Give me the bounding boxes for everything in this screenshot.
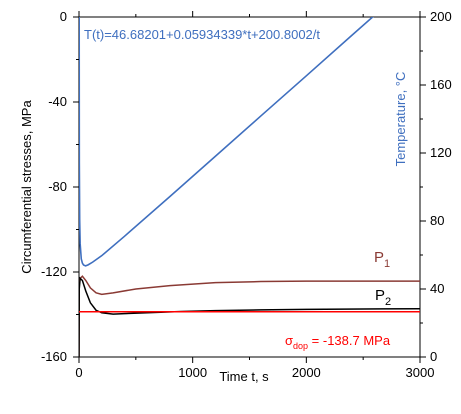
x-tick-label: 1000 [178,365,207,380]
series-line-t-t [79,17,374,267]
y-tick-label: -40 [48,94,67,109]
y-axis-title: Circumferential stresses, MPa [19,100,34,274]
equation-label: T(t)=46.68201+0.05934339*t+200.8002/t [84,27,320,42]
y-tick-label: 0 [60,9,67,24]
sigma-value: = -138.7 MPa [308,333,391,348]
series-p2-label: P2 [375,287,391,308]
plot-frame [78,16,421,358]
y-tick-label: -160 [41,349,67,364]
x-tick-label: 0 [75,365,82,380]
y2-tick-label: 120 [430,145,452,160]
y2-tick-label: 80 [430,213,444,228]
series-p1-sub: 1 [384,258,390,270]
x-axis-title: Time t, s [219,369,269,384]
y-tick-label: -80 [48,179,67,194]
y2-tick-label: 160 [430,77,452,92]
series-p2-base: P [375,287,385,304]
series-line-p1 [79,275,420,357]
sigma-base: σ [285,333,293,348]
x-tick-label: 2000 [292,365,321,380]
y2-tick-label: 40 [430,281,444,296]
series-p1-label: P1 [374,249,390,270]
series-layer [79,17,420,357]
x-tick-label: 3000 [406,365,435,380]
series-p2-sub: 2 [385,296,391,308]
series-p1-base: P [374,249,384,266]
sigma-sub: dop [293,341,308,351]
sigma-label: σdop = -138.7 MPa [285,333,391,351]
y2-axis-title: Temperature, °C [393,72,408,167]
y-tick-label: -120 [41,264,67,279]
series-line-p2 [79,276,420,357]
y2-tick-label: 0 [430,349,437,364]
y2-tick-label: 200 [430,9,452,24]
